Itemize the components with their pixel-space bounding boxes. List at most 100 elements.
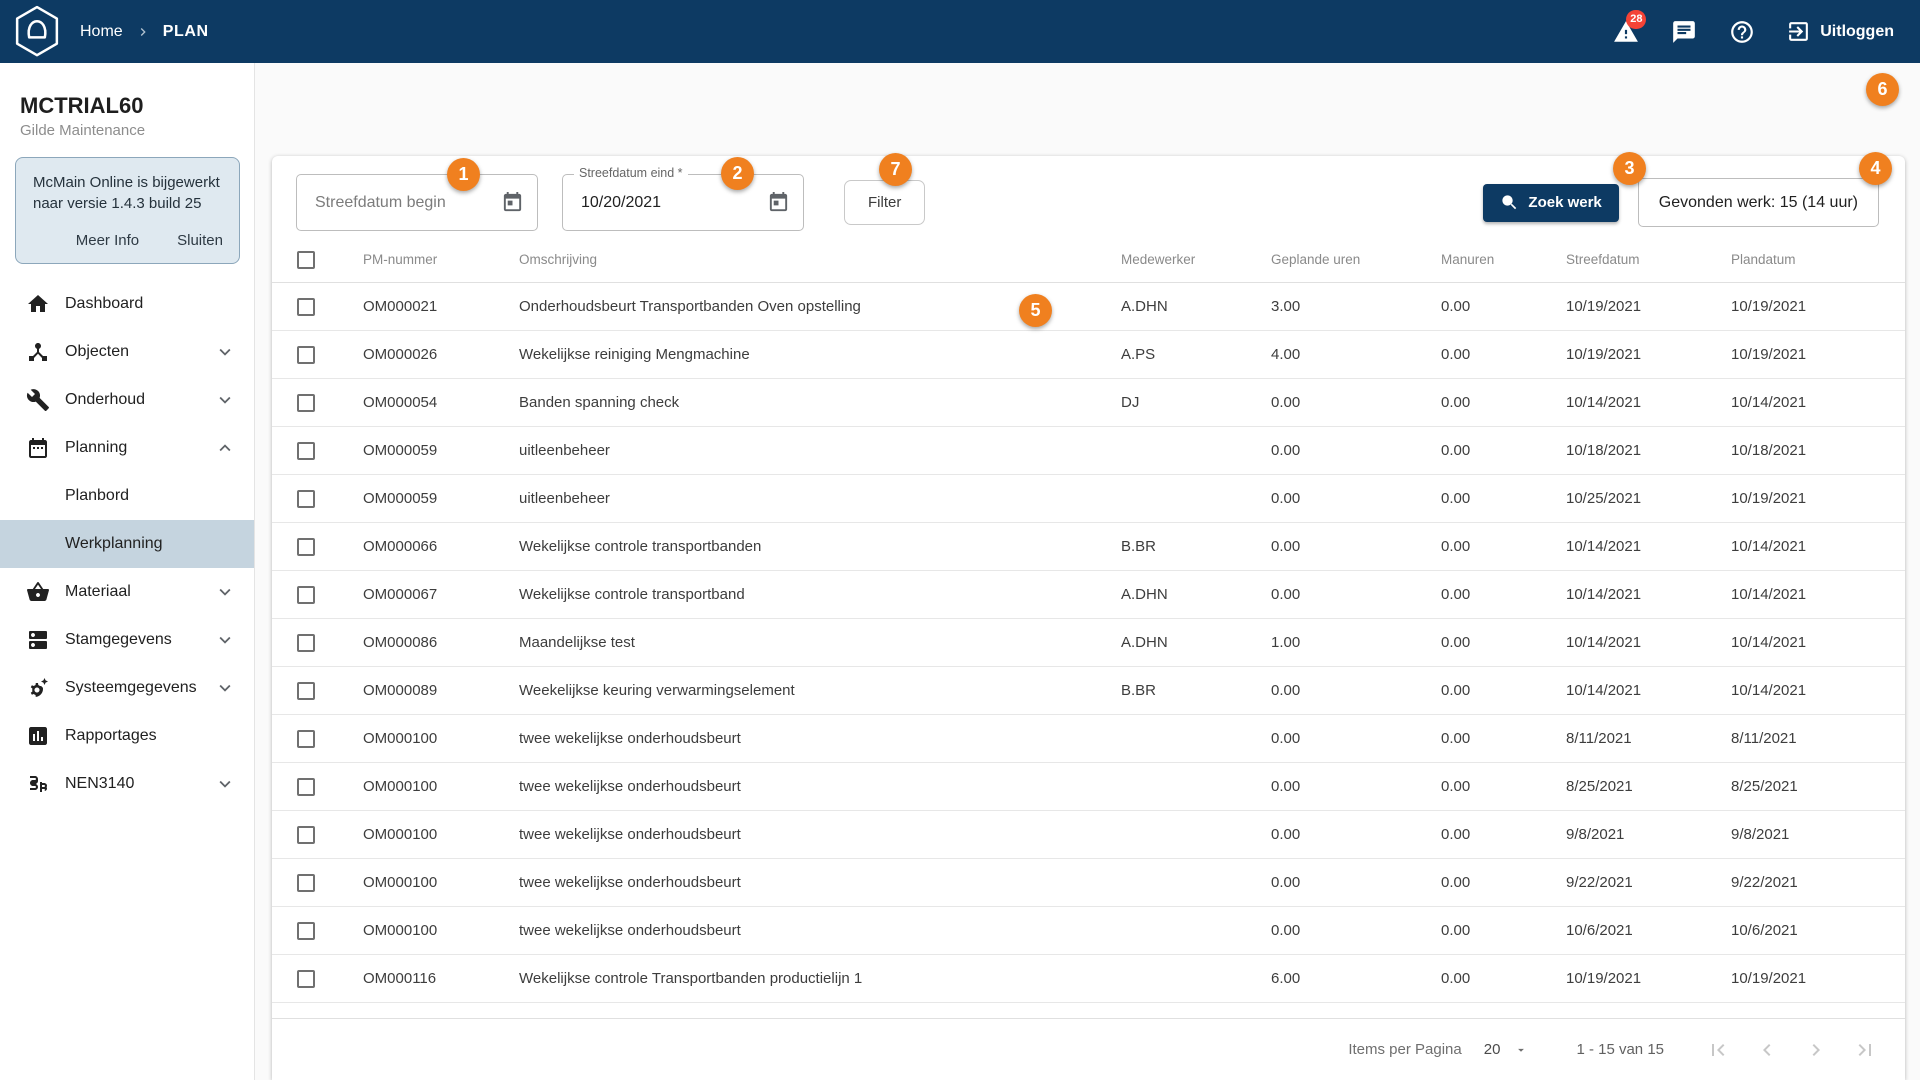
column-header-medewerker: Medewerker	[1121, 252, 1196, 267]
cell-omschrijving: Maandelijkse test	[519, 634, 635, 651]
cell-manuren: 0.00	[1441, 634, 1471, 651]
cell-manuren: 0.00	[1441, 826, 1471, 843]
cell-pm-nummer: OM000059	[363, 442, 438, 459]
notice-more-info-button[interactable]: Meer Info	[72, 226, 143, 255]
sidebar-item-nen3140[interactable]: NEN3140	[0, 760, 254, 808]
help-button[interactable]	[1728, 18, 1756, 46]
table-row[interactable]: OM000100 twee wekelijkse onderhoudsbeurt…	[272, 715, 1905, 763]
table-row[interactable]: OM000116 Wekelijkse controle Transportba…	[272, 955, 1905, 1003]
cell-pm-nummer: OM000100	[363, 874, 438, 891]
cell-manuren: 0.00	[1441, 682, 1471, 699]
update-notice: McMain Online is bijgewerkt naar versie …	[15, 157, 240, 264]
cell-pm-nummer: OM000100	[363, 922, 438, 939]
next-page-button[interactable]	[1804, 1038, 1828, 1062]
cell-omschrijving: twee wekelijkse onderhoudsbeurt	[519, 874, 741, 891]
cell-streefdatum: 10/19/2021	[1566, 346, 1642, 363]
row-checkbox[interactable]	[297, 777, 315, 796]
first-page-button[interactable]	[1706, 1038, 1730, 1062]
row-checkbox[interactable]	[297, 633, 315, 652]
table-row[interactable]: OM000100 twee wekelijkse onderhoudsbeurt…	[272, 811, 1905, 859]
sidebar-item-rapportages[interactable]: Rapportages	[0, 712, 254, 760]
sidebar-item-materiaal[interactable]: Materiaal	[0, 568, 254, 616]
notice-close-button[interactable]: Sluiten	[173, 226, 227, 255]
cell-plandatum: 9/22/2021	[1731, 874, 1798, 891]
table-row[interactable]: OM000067 Wekelijkse controle transportba…	[272, 571, 1905, 619]
row-checkbox[interactable]	[297, 681, 315, 700]
filter-button[interactable]: Filter	[844, 180, 926, 225]
chevron-right-icon	[140, 27, 146, 36]
row-checkbox[interactable]	[297, 585, 315, 604]
select-all-checkbox[interactable]	[297, 250, 315, 269]
page-size-select[interactable]: 20	[1484, 1041, 1529, 1058]
cell-medewerker: B.BR	[1121, 538, 1157, 555]
cell-geplande-uren: 0.00	[1271, 730, 1301, 747]
streefdatum-eind-field[interactable]: Streefdatum eind * 10/20/2021	[562, 166, 804, 231]
table-row[interactable]: OM000089 Weekelijkse keuring verwarmings…	[272, 667, 1905, 715]
sidebar-item-planbord[interactable]: Planbord	[65, 487, 130, 504]
sidebar-item-dashboard[interactable]: Dashboard	[0, 280, 254, 328]
row-checkbox[interactable]	[297, 729, 315, 748]
table-row[interactable]: OM000100 twee wekelijkse onderhoudsbeurt…	[272, 859, 1905, 907]
row-checkbox[interactable]	[297, 489, 315, 508]
cell-plandatum: 10/14/2021	[1731, 586, 1807, 603]
row-checkbox[interactable]	[297, 921, 315, 940]
calendar-icon[interactable]	[767, 191, 790, 214]
previous-page-button[interactable]	[1755, 1038, 1779, 1062]
column-header-pm-nummer: PM-nummer	[363, 252, 438, 267]
zoek-werk-button[interactable]: Zoek werk	[1483, 183, 1619, 222]
cell-manuren: 0.00	[1441, 298, 1471, 315]
cell-pm-nummer: OM000059	[363, 490, 438, 507]
row-checkbox[interactable]	[297, 441, 315, 460]
cell-pm-nummer: OM000089	[363, 682, 438, 699]
streefdatum-eind-value: 10/20/2021	[581, 193, 662, 211]
sidebar-item-stamgegevens[interactable]: Stamgegevens	[0, 616, 254, 664]
row-checkbox[interactable]	[297, 393, 315, 412]
cell-omschrijving: twee wekelijkse onderhoudsbeurt	[519, 922, 741, 939]
sidebar: MCTRIAL60 Gilde Maintenance McMain Onlin…	[0, 63, 255, 1080]
cell-omschrijving: Wekelijkse controle transportbanden	[519, 538, 762, 555]
cell-plandatum: 10/14/2021	[1731, 394, 1807, 411]
breadcrumb: Home PLAN	[80, 23, 209, 41]
table-row[interactable]: OM000100 twee wekelijkse onderhoudsbeurt…	[272, 763, 1905, 811]
table-row[interactable]: OM000059 uitleenbeheer 0.00 0.00 10/25/2…	[272, 475, 1905, 523]
cell-streefdatum: 9/8/2021	[1566, 826, 1625, 843]
cell-omschrijving: Wekelijkse reiniging Mengmachine	[519, 346, 750, 363]
last-page-button[interactable]	[1853, 1038, 1877, 1062]
cell-medewerker: A.DHN	[1121, 586, 1168, 603]
cell-plandatum: 10/19/2021	[1731, 490, 1807, 507]
cell-streefdatum: 8/11/2021	[1566, 730, 1632, 747]
row-checkbox[interactable]	[297, 345, 315, 364]
breadcrumb-home-link[interactable]: Home	[80, 22, 123, 40]
logout-button[interactable]: Uitloggen	[1786, 19, 1894, 44]
workspace-title: MCTRIAL60	[20, 93, 144, 118]
row-checkbox[interactable]	[297, 873, 315, 892]
table-row[interactable]: OM000054 Banden spanning check DJ 0.00 0…	[272, 379, 1905, 427]
messages-button[interactable]	[1670, 18, 1698, 46]
sidebar-item-werkplanning[interactable]: Werkplanning	[0, 520, 254, 568]
row-checkbox[interactable]	[297, 297, 315, 316]
sidebar-item-objecten[interactable]: Objecten	[0, 328, 254, 376]
calendar-icon[interactable]	[501, 191, 524, 214]
alerts-button[interactable]: 28	[1612, 9, 1647, 46]
row-checkbox[interactable]	[297, 537, 315, 556]
table-row[interactable]: OM000021 Onderhoudsbeurt Transportbanden…	[272, 283, 1905, 331]
cell-geplande-uren: 0.00	[1271, 874, 1301, 891]
sidebar-item-planning[interactable]: Planning	[0, 424, 254, 472]
table-row[interactable]: OM000100 twee wekelijkse onderhoudsbeurt…	[272, 907, 1905, 955]
table-row[interactable]: OM000066 Wekelijkse controle transportba…	[272, 523, 1905, 571]
streefdatum-begin-field[interactable]: Streefdatum begin	[296, 174, 538, 231]
row-checkbox[interactable]	[297, 825, 315, 844]
mcmain-logo-icon	[14, 6, 60, 58]
cell-streefdatum: 8/25/2021	[1566, 778, 1633, 795]
row-checkbox[interactable]	[297, 969, 315, 988]
sidebar-item-systeemgegevens[interactable]: Systeemgegevens	[0, 664, 254, 712]
table-row[interactable]: OM000059 uitleenbeheer 0.00 0.00 10/18/2…	[272, 427, 1905, 475]
cell-omschrijving: twee wekelijkse onderhoudsbeurt	[519, 826, 741, 843]
sidebar-item-onderhoud[interactable]: Onderhoud	[0, 376, 254, 424]
dns-icon	[26, 628, 50, 652]
cell-medewerker: A.DHN	[1121, 634, 1168, 651]
cell-manuren: 0.00	[1441, 730, 1471, 747]
table-row[interactable]: OM000026 Wekelijkse reiniging Mengmachin…	[272, 331, 1905, 379]
table-row[interactable]: OM000086 Maandelijkse test A.DHN 1.00 0.…	[272, 619, 1905, 667]
cell-pm-nummer: OM000116	[363, 970, 437, 987]
